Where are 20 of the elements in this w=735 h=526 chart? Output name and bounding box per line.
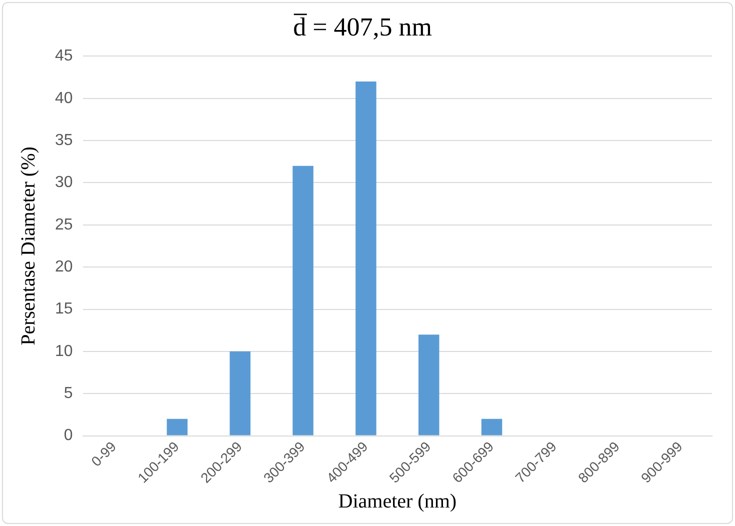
bar <box>356 82 376 436</box>
y-tick-label: 5 <box>64 385 73 402</box>
y-tick-label: 40 <box>55 90 73 107</box>
y-tick-label: 10 <box>55 342 73 360</box>
bar <box>418 334 440 436</box>
y-tick-label: 30 <box>55 174 73 192</box>
y-tick-label: 45 <box>55 48 73 65</box>
y-tick-label: 15 <box>55 300 73 318</box>
y-tick-label: 25 <box>55 216 73 234</box>
bar <box>292 166 314 436</box>
y-tick-label: 0 <box>64 427 73 444</box>
bar <box>481 418 502 436</box>
x-tick-label: 0-99 <box>88 438 120 470</box>
y-tick-label: 35 <box>55 132 73 149</box>
y-axis-title: Persentase Diameter (%) <box>17 146 40 346</box>
bar <box>230 351 250 436</box>
y-tick-label: 20 <box>55 258 73 276</box>
x-axis-title: Diameter (nm) <box>338 490 457 512</box>
bar <box>166 418 188 436</box>
chart-title: d̅ = 407,5 nm <box>293 12 432 42</box>
